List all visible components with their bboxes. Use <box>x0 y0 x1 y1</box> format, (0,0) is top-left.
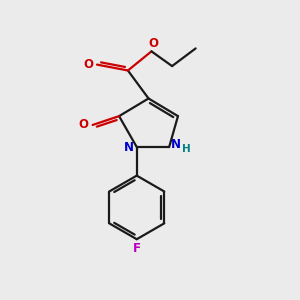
Text: O: O <box>148 37 158 50</box>
Text: F: F <box>133 242 141 255</box>
Text: H: H <box>182 144 191 154</box>
Text: N: N <box>124 141 134 154</box>
Text: O: O <box>79 118 89 131</box>
Text: N: N <box>171 138 181 151</box>
Text: O: O <box>83 58 93 71</box>
